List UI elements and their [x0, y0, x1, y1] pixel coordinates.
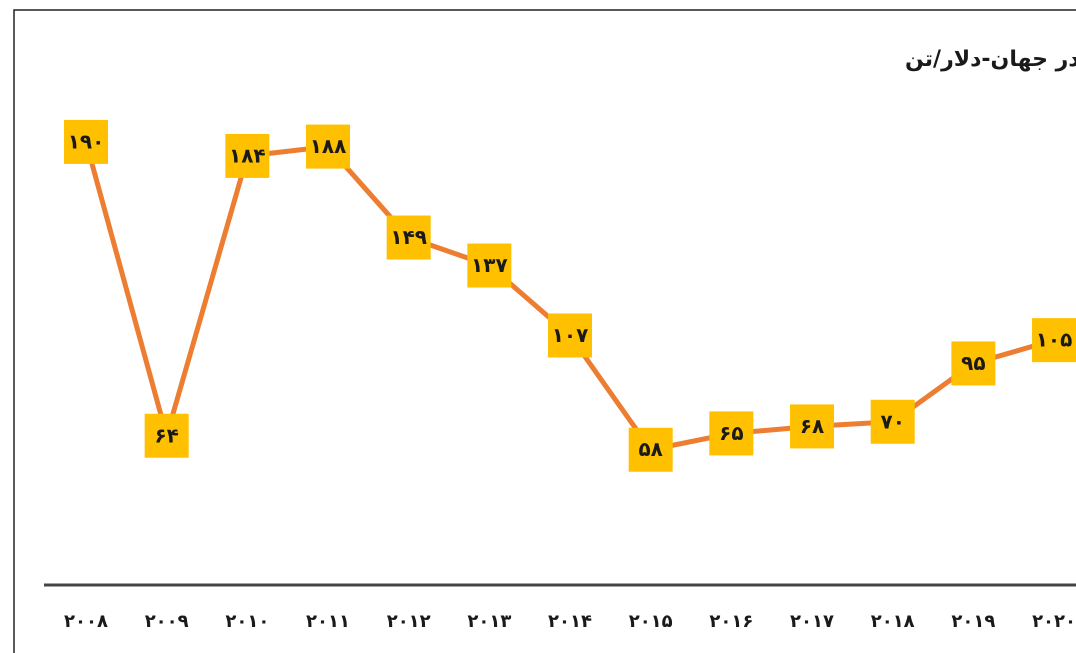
data-label-box — [790, 404, 835, 449]
data-label: ۱۸۸ — [310, 134, 347, 158]
data-label-box — [628, 427, 673, 472]
data-label: ۱۰۵ — [1036, 328, 1073, 352]
x-tick-label: ۲۰۰۸ — [64, 611, 108, 632]
data-label: ۹۵ — [961, 351, 985, 375]
x-tick-label: ۲۰۰۹ — [145, 611, 189, 632]
data-label: ۶۵ — [719, 421, 743, 445]
x-tick-label: ۲۰۱۲ — [387, 611, 431, 632]
data-label-box — [548, 313, 593, 358]
x-tick-label: ۲۰۱۷ — [790, 611, 834, 632]
data-label: ۱۸۴ — [229, 143, 266, 167]
data-label-box — [467, 243, 512, 288]
data-label-box — [386, 215, 431, 260]
data-label-box — [64, 119, 108, 164]
frame — [13, 9, 1076, 653]
x-tick-label: ۲۰۱۹ — [951, 611, 995, 632]
data-label: ۵۸ — [638, 437, 662, 461]
x-tick-label: ۲۰۱۴ — [548, 611, 592, 632]
data-label: ۷۰ — [880, 409, 904, 433]
data-label: ۶۸ — [800, 414, 824, 438]
data-label-box — [225, 133, 270, 178]
data-label-box — [144, 413, 189, 458]
data-label-box — [1032, 318, 1076, 363]
data-label-box — [306, 124, 351, 169]
x-tick-label: ۲۰۱۸ — [871, 611, 915, 632]
data-label: ۱۴۹ — [390, 225, 427, 249]
chart-title: روند قیمت سنگ آهن در جهان-دلار/تن — [905, 44, 1076, 72]
data-label: ۱۹۰ — [68, 129, 105, 153]
x-tick-label: ۲۰۱۱ — [306, 611, 350, 632]
x-tick-label: ۲۰۱۶ — [709, 611, 753, 632]
data-label: ۱۳۷ — [471, 253, 508, 277]
data-label-box — [951, 341, 996, 386]
data-label: ۱۰۷ — [552, 323, 589, 347]
x-tick-label: ۲۰۱۵ — [629, 611, 673, 632]
x-tick-label: ۲۰۲۰ — [1032, 611, 1076, 632]
x-tick-label: ۲۰۱۰ — [225, 611, 269, 632]
data-label-box — [870, 399, 915, 444]
data-label-box — [709, 411, 754, 456]
data-label: ۶۴ — [154, 423, 178, 447]
x-tick-label: ۲۰۱۳ — [467, 611, 511, 632]
